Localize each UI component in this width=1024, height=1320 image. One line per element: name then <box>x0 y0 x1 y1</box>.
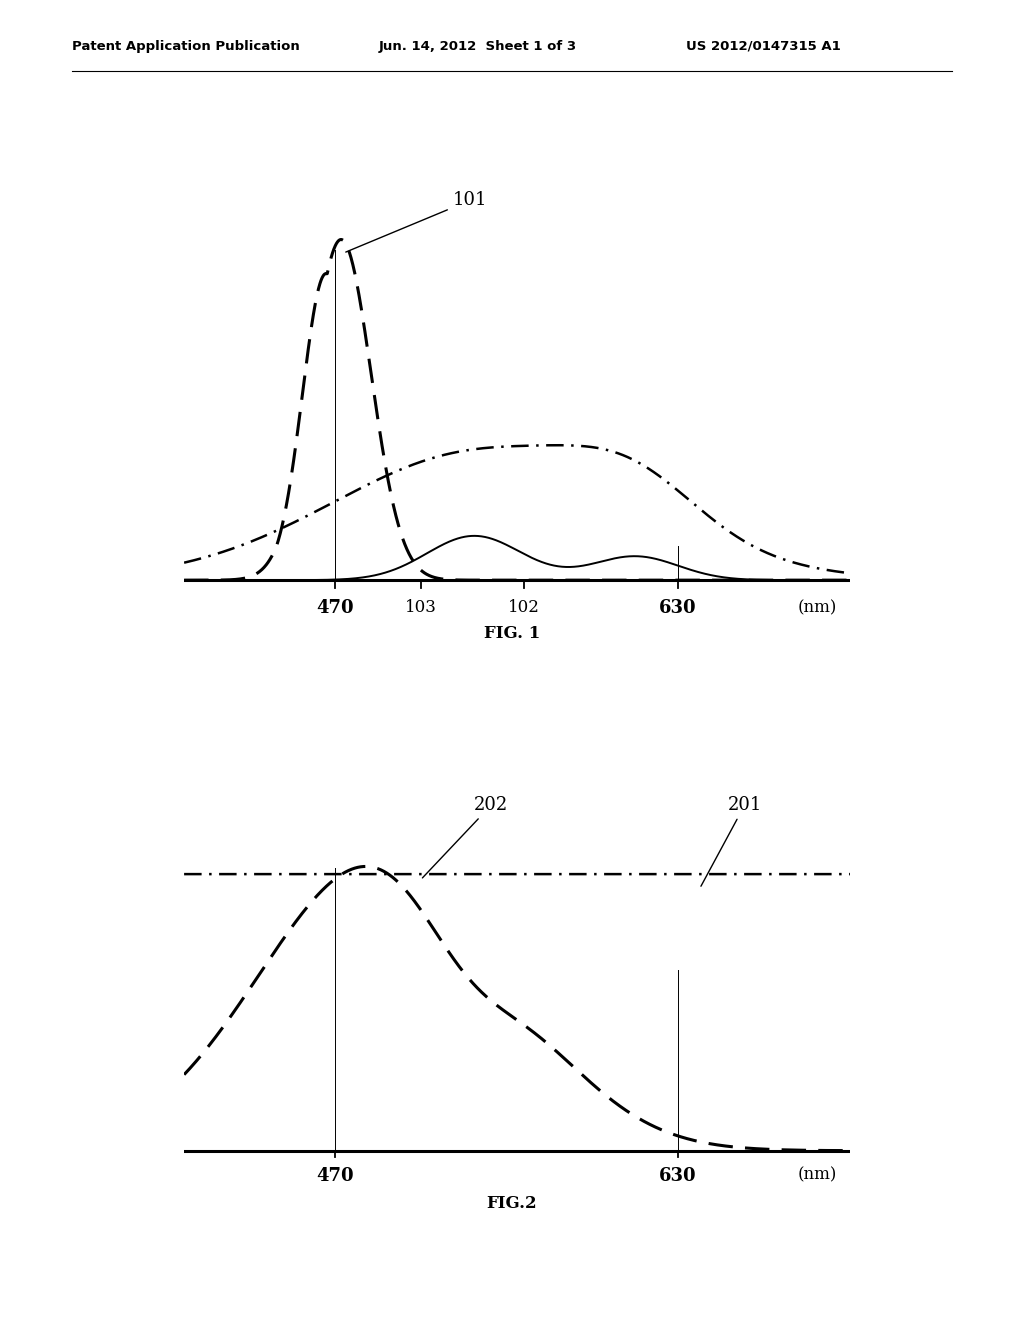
Text: FIG.2: FIG.2 <box>486 1195 538 1212</box>
Text: (nm): (nm) <box>798 1167 838 1184</box>
Text: (nm): (nm) <box>798 599 838 616</box>
Text: Patent Application Publication: Patent Application Publication <box>72 40 299 53</box>
Text: FIG. 1: FIG. 1 <box>484 624 540 642</box>
Text: 102: 102 <box>508 599 540 616</box>
Text: 202: 202 <box>423 796 509 878</box>
Text: 630: 630 <box>659 599 697 616</box>
Text: 103: 103 <box>404 599 436 616</box>
Text: 201: 201 <box>701 796 762 886</box>
Text: US 2012/0147315 A1: US 2012/0147315 A1 <box>686 40 841 53</box>
Text: 101: 101 <box>346 191 487 252</box>
Text: 470: 470 <box>315 599 353 616</box>
Text: Jun. 14, 2012  Sheet 1 of 3: Jun. 14, 2012 Sheet 1 of 3 <box>379 40 577 53</box>
Text: 630: 630 <box>659 1167 697 1185</box>
Text: 470: 470 <box>315 1167 353 1185</box>
